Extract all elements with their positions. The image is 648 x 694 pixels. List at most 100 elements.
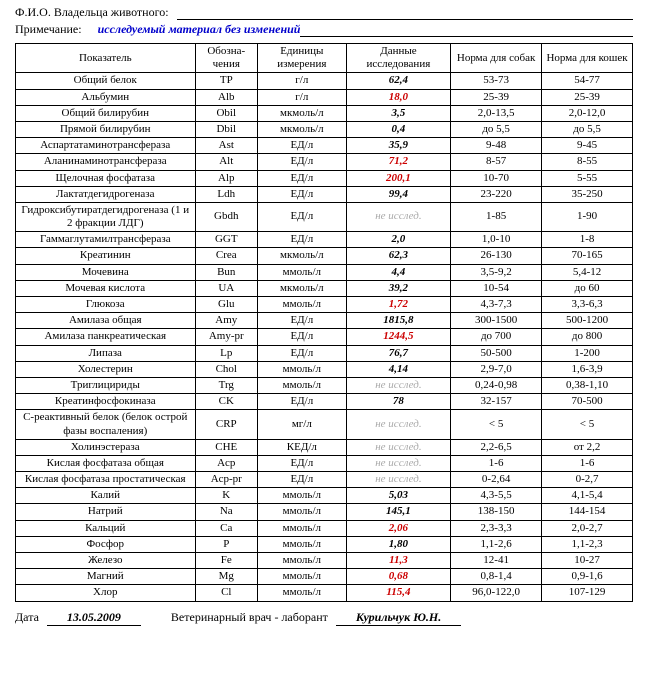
col-data: Данные исследования (346, 44, 451, 73)
cell-code: Fe (195, 553, 257, 569)
cell-param: Кислая фосфатаза простатическая (16, 472, 196, 488)
cell-code: CK (195, 394, 257, 410)
cell-cat: 0,38-1,10 (542, 377, 633, 393)
cell-code: Crea (195, 248, 257, 264)
cell-cat: 4,1-5,4 (542, 488, 633, 504)
cell-unit: ммоль/л (258, 536, 347, 552)
cell-code: Amy-pr (195, 329, 257, 345)
cell-data: 78 (346, 394, 451, 410)
cell-unit: ЕД/л (258, 186, 347, 202)
table-row: Общий белокTPг/л62,453-7354-77 (16, 73, 633, 89)
cell-param: Кальций (16, 520, 196, 536)
cell-cat: от 2,2 (542, 439, 633, 455)
cell-cat: 2,0-12,0 (542, 105, 633, 121)
cell-code: Alt (195, 154, 257, 170)
cell-code: Lp (195, 345, 257, 361)
cell-code: Glu (195, 297, 257, 313)
cell-data: не исслед. (346, 410, 451, 439)
cell-cat: 0,9-1,6 (542, 569, 633, 585)
cell-cat: < 5 (542, 410, 633, 439)
table-row: МагнийMgммоль/л0,680,8-1,40,9-1,6 (16, 569, 633, 585)
cell-unit: ммоль/л (258, 569, 347, 585)
cell-code: UA (195, 280, 257, 296)
cell-unit: г/л (258, 89, 347, 105)
cell-code: CRP (195, 410, 257, 439)
cell-code: Chol (195, 361, 257, 377)
cell-cat: до 60 (542, 280, 633, 296)
cell-code: Dbil (195, 121, 257, 137)
table-row: НатрийNaммоль/л145,1138-150144-154 (16, 504, 633, 520)
cell-dog: 4,3-5,5 (451, 488, 542, 504)
cell-data: 2,0 (346, 232, 451, 248)
cell-cat: 500-1200 (542, 313, 633, 329)
owner-row: Ф.И.О. Владельца животного: (15, 5, 633, 20)
cell-data: 71,2 (346, 154, 451, 170)
col-param: Показатель (16, 44, 196, 73)
cell-cat: 1-90 (542, 202, 633, 231)
cell-dog: 0,8-1,4 (451, 569, 542, 585)
cell-param: Амилаза общая (16, 313, 196, 329)
table-row: Прямой билирубинDbilмкмоль/л0,4до 5,5до … (16, 121, 633, 137)
table-row: КреатинфосфокиназаCKЕД/л7832-15770-500 (16, 394, 633, 410)
cell-param: Мочевина (16, 264, 196, 280)
cell-dog: 26-130 (451, 248, 542, 264)
table-row: МочевинаBunммоль/л4,43,5-9,25,4-12 (16, 264, 633, 280)
cell-param: Холестерин (16, 361, 196, 377)
table-row: КреатининCreaмкмоль/л62,326-13070-165 (16, 248, 633, 264)
cell-cat: 107-129 (542, 585, 633, 601)
cell-unit: мкмоль/л (258, 248, 347, 264)
table-row: ЛактатдегидрогеназаLdhЕД/л99,423-22035-2… (16, 186, 633, 202)
cell-dog: до 700 (451, 329, 542, 345)
cell-param: Кислая фосфатаза общая (16, 455, 196, 471)
cell-data: 3,5 (346, 105, 451, 121)
cell-unit: ЕД/л (258, 138, 347, 154)
cell-dog: 300-1500 (451, 313, 542, 329)
table-row: ГлюкозаGluммоль/л1,724,3-7,33,3-6,3 (16, 297, 633, 313)
col-code: Обозна-чения (195, 44, 257, 73)
table-row: Амилаза общаяAmyЕД/л1815,8300-1500500-12… (16, 313, 633, 329)
cell-code: GGT (195, 232, 257, 248)
cell-cat: 54-77 (542, 73, 633, 89)
cell-dog: 2,2-6,5 (451, 439, 542, 455)
cell-dog: 1-85 (451, 202, 542, 231)
cell-param: Щелочная фосфатаза (16, 170, 196, 186)
cell-cat: 35-250 (542, 186, 633, 202)
cell-data: 76,7 (346, 345, 451, 361)
cell-param: Креатинфосфокиназа (16, 394, 196, 410)
cell-unit: г/л (258, 73, 347, 89)
cell-param: Креатинин (16, 248, 196, 264)
table-row: С-реактивный белок (белок острой фазы во… (16, 410, 633, 439)
cell-data: не исслед. (346, 439, 451, 455)
col-dog: Норма для собак (451, 44, 542, 73)
cell-param: Общий белок (16, 73, 196, 89)
cell-param: Магний (16, 569, 196, 585)
cell-code: Alb (195, 89, 257, 105)
cell-code: Mg (195, 569, 257, 585)
cell-param: Мочевая кислота (16, 280, 196, 296)
table-row: ФосфорPммоль/л1,801,1-2,61,1-2,3 (16, 536, 633, 552)
cell-param: Аспартатаминотрансфераза (16, 138, 196, 154)
cell-code: Ldh (195, 186, 257, 202)
cell-param: С-реактивный белок (белок острой фазы во… (16, 410, 196, 439)
cell-unit: ЕД/л (258, 329, 347, 345)
cell-cat: 25-39 (542, 89, 633, 105)
cell-dog: 9-48 (451, 138, 542, 154)
cell-data: 99,4 (346, 186, 451, 202)
cell-data: 1815,8 (346, 313, 451, 329)
table-row: ЛипазаLpЕД/л76,750-5001-200 (16, 345, 633, 361)
cell-cat: до 5,5 (542, 121, 633, 137)
cell-unit: ЕД/л (258, 154, 347, 170)
table-row: ХолинэстеразаCHEКЕД/лне исслед.2,2-6,5от… (16, 439, 633, 455)
cell-code: Gbdh (195, 202, 257, 231)
cell-unit: ммоль/л (258, 488, 347, 504)
cell-param: Фосфор (16, 536, 196, 552)
cell-unit: ЕД/л (258, 313, 347, 329)
cell-cat: 70-500 (542, 394, 633, 410)
cell-data: не исслед. (346, 472, 451, 488)
cell-unit: КЕД/л (258, 439, 347, 455)
table-row: ЖелезоFeммоль/л11,312-4110-27 (16, 553, 633, 569)
cell-param: Липаза (16, 345, 196, 361)
cell-code: Amy (195, 313, 257, 329)
cell-cat: 2,0-2,7 (542, 520, 633, 536)
cell-data: 11,3 (346, 553, 451, 569)
